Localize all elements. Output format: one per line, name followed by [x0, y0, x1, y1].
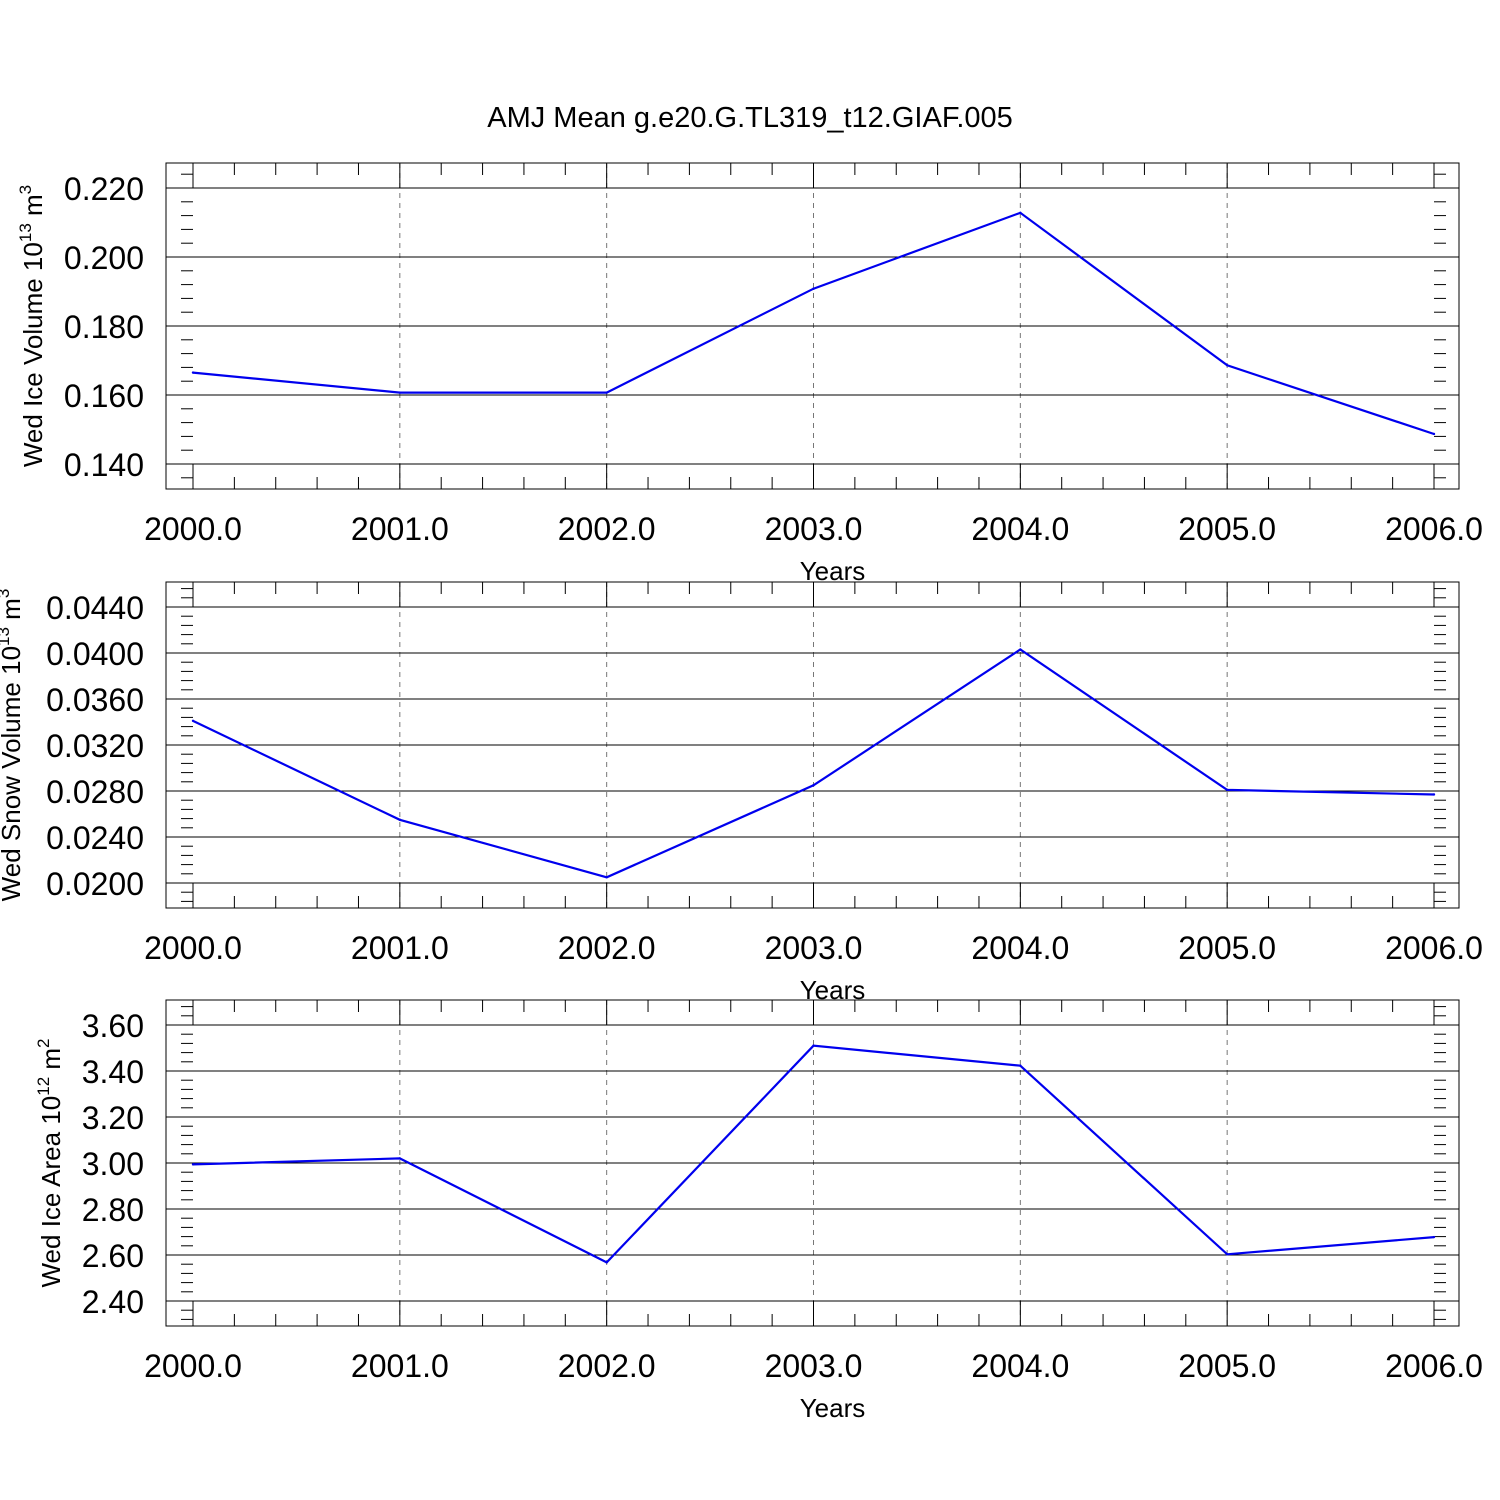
y-axis-label: Wed Snow Volume 1013 m3: [0, 589, 26, 902]
chart-title: AMJ Mean g.e20.G.TL319_t12.GIAF.005: [487, 102, 1013, 134]
data-point: [605, 391, 608, 394]
x-tick-label: 2006.0: [1385, 511, 1483, 547]
data-point: [605, 1261, 608, 1264]
data-point: [398, 391, 402, 394]
data-point: [1225, 1253, 1229, 1256]
y-tick-label: 0.160: [64, 378, 144, 414]
panel-2: 2000.0 2001.0 2002.0 2003.0 2004.0 2005.0 2006…: [0, 581, 1483, 1005]
x-tick-label: 2002.0: [558, 511, 656, 547]
x-tick-label: 2005.0: [1178, 511, 1276, 547]
y-tick-label: 0.0280: [46, 774, 144, 810]
data-point: [812, 1044, 815, 1047]
panel-1: 2000.0 2001.0 2002.0 2003.0 2004.0 2005.0 2006…: [16, 162, 1483, 586]
data-point: [605, 876, 608, 879]
x-tick-label: 2000.0: [144, 1348, 242, 1384]
y-tick-label: 0.0240: [46, 820, 144, 856]
x-tick-label: 2001.0: [351, 930, 449, 966]
data-point: [1019, 211, 1022, 215]
x-tick-label: 2004.0: [971, 930, 1069, 966]
y-tick-label: 0.180: [64, 309, 144, 345]
x-tick-label: 2004.0: [971, 1348, 1069, 1384]
y-tick-label: 3.00: [82, 1146, 144, 1182]
y-tick-label: 0.0440: [46, 590, 144, 626]
data-point: [1019, 648, 1022, 651]
x-tick-label: 2006.0: [1385, 1348, 1483, 1384]
data-point: [398, 818, 402, 821]
data-point: [812, 784, 815, 787]
data-point: [1432, 432, 1436, 436]
y-axis-label: Wed Ice Area 1012 m2: [34, 1038, 66, 1287]
data-point: [191, 371, 195, 374]
y-tick-label: 0.220: [64, 171, 144, 207]
y-tick-label: 2.60: [82, 1238, 144, 1274]
x-tick-label: 2004.0: [971, 511, 1069, 547]
y-tick-label: 0.0200: [46, 866, 144, 902]
y-tick-label: 0.200: [64, 240, 144, 276]
x-axis-label: Years: [800, 556, 866, 586]
data-point: [398, 1157, 402, 1160]
y-tick-label: 0.140: [64, 447, 144, 483]
x-tick-label: 2002.0: [558, 930, 656, 966]
x-tick-label: 2001.0: [351, 1348, 449, 1384]
x-tick-label: 2003.0: [765, 511, 863, 547]
data-point: [1225, 364, 1229, 367]
y-tick-label: 0.0400: [46, 636, 144, 672]
y-tick-label: 3.60: [82, 1008, 144, 1044]
x-tick-label: 2000.0: [144, 511, 242, 547]
y-axis-label: Wed Ice Volume 1013 m3: [16, 185, 48, 467]
x-tick-label: 2005.0: [1178, 1348, 1276, 1384]
panels: 2000.0 2001.0 2002.0 2003.0 2004.0 2005.0 2006…: [0, 162, 1483, 1423]
x-tick-label: 2002.0: [558, 1348, 656, 1384]
panel-3: 2000.0 2001.0 2002.0 2003.0 2004.0 2005.0 2006…: [34, 999, 1483, 1423]
x-tick-label: 2005.0: [1178, 930, 1276, 966]
x-tick-label: 2001.0: [351, 511, 449, 547]
x-tick-label: 2006.0: [1385, 930, 1483, 966]
data-point: [1432, 793, 1436, 796]
y-tick-label: 3.40: [82, 1054, 144, 1090]
x-tick-label: 2003.0: [765, 930, 863, 966]
data-point: [191, 1163, 195, 1166]
y-tick-label: 0.0320: [46, 728, 144, 764]
y-tick-label: 3.20: [82, 1100, 144, 1136]
y-tick-label: 2.80: [82, 1192, 144, 1228]
data-point: [1432, 1235, 1436, 1239]
y-tick-label: 2.40: [82, 1284, 144, 1320]
x-axis-label: Years: [800, 1393, 866, 1423]
y-tick-label: 0.0360: [46, 682, 144, 718]
data-point: [812, 287, 815, 290]
data-point: [1019, 1064, 1022, 1067]
data-point: [1225, 788, 1229, 792]
data-point: [191, 719, 195, 723]
x-tick-label: 2000.0: [144, 930, 242, 966]
x-tick-label: 2003.0: [765, 1348, 863, 1384]
